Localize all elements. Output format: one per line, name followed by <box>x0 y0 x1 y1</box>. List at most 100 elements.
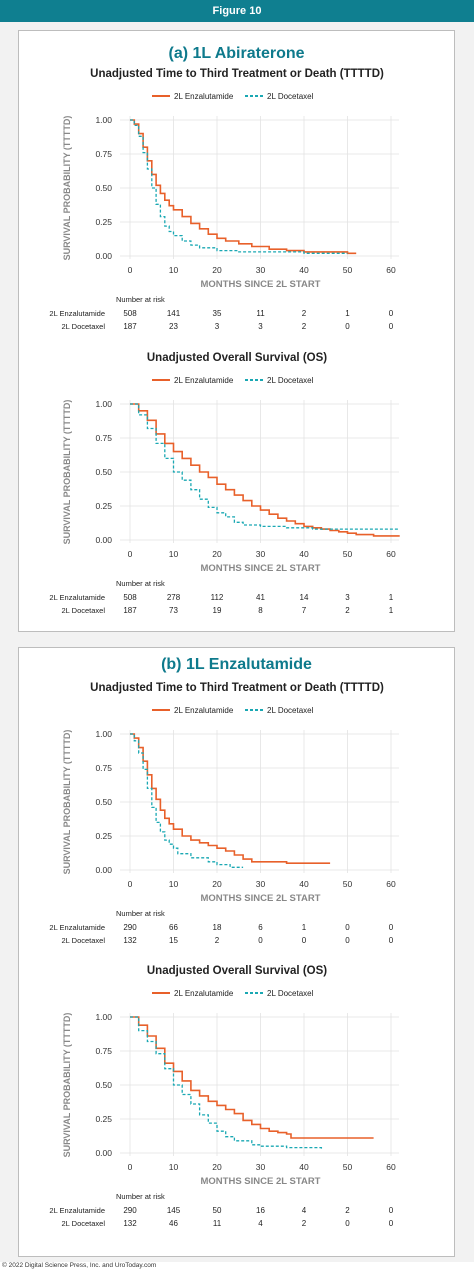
risk-value: 16 <box>256 1206 265 1215</box>
risk-value: 46 <box>169 1219 178 1228</box>
y-tick-label-3: 0.75 <box>95 433 112 443</box>
legend-label-1: 2L Docetaxel <box>267 706 314 715</box>
x-tick-label-3: 30 <box>256 265 266 275</box>
risk-table-heading: Number at risk <box>116 295 165 304</box>
chart-1-svg: 2L Enzalutamide 2L Docetaxel 0 10 20 30 40 50 60… <box>49 376 400 615</box>
y-tick-label-4: 1.00 <box>95 115 112 125</box>
x-tick-label-0: 0 <box>128 265 133 275</box>
y-tick-label-0: 0.00 <box>95 251 112 261</box>
risk-value: 4 <box>258 1219 263 1228</box>
y-tick-label-2: 0.50 <box>95 797 112 807</box>
y-tick-label-2: 0.50 <box>95 1080 112 1090</box>
x-tick-label-4: 40 <box>299 549 309 559</box>
risk-value: 1 <box>389 606 394 615</box>
x-tick-label-2: 20 <box>212 265 222 275</box>
risk-value: 112 <box>211 593 224 602</box>
x-tick-label-1: 10 <box>169 549 179 559</box>
x-axis-label: MONTHS SINCE 2L START <box>201 1176 321 1187</box>
y-tick-label-1: 0.25 <box>95 501 112 511</box>
risk-value: 145 <box>167 1206 181 1215</box>
risk-table-heading: Number at risk <box>116 909 165 918</box>
risk-value: 23 <box>169 322 178 331</box>
series-0-line <box>130 119 357 255</box>
chart-2-title: Unadjusted Time to Third Treatment or De… <box>90 682 384 694</box>
copyright-footer: © 2022 Digital Science Press, Inc. and U… <box>2 1262 157 1269</box>
legend-label-0: 2L Enzalutamide <box>174 92 234 101</box>
series-0-line <box>130 1016 374 1139</box>
y-tick-label-1: 0.25 <box>95 831 112 841</box>
legend-label-1: 2L Docetaxel <box>267 989 314 998</box>
x-axis-label: MONTHS SINCE 2L START <box>201 563 321 574</box>
y-tick-label-0: 0.00 <box>95 1148 112 1158</box>
y-tick-label-3: 0.75 <box>95 763 112 773</box>
risk-table-heading: Number at risk <box>116 1192 165 1201</box>
risk-value: 0 <box>258 936 263 945</box>
series-1-line <box>130 1016 323 1151</box>
risk-row-label-1: 2L Docetaxel <box>62 606 106 615</box>
x-axis-label: MONTHS SINCE 2L START <box>201 893 321 904</box>
y-tick-label-0: 0.00 <box>95 535 112 545</box>
y-tick-label-3: 0.75 <box>95 149 112 159</box>
chart-1-title: Unadjusted Overall Survival (OS) <box>146 352 328 364</box>
risk-value: 0 <box>345 322 350 331</box>
risk-value: 132 <box>123 936 137 945</box>
risk-value: 66 <box>169 923 178 932</box>
panel-b: (b) 1L Enzalutamide <box>18 647 455 1257</box>
chart-3-risk-table: Number at risk 2L Enzalutamide 290 145 50 16 4… <box>49 1192 393 1228</box>
chart-1-legend: 2L Enzalutamide 2L Docetaxel <box>152 376 314 385</box>
risk-value: 0 <box>389 309 394 318</box>
x-tick-label-5: 50 <box>343 265 353 275</box>
risk-value: 290 <box>123 923 137 932</box>
figure-title: Figure 10 <box>212 5 262 17</box>
risk-value: 35 <box>213 309 222 318</box>
series-0-line <box>130 403 400 537</box>
risk-value: 14 <box>300 593 309 602</box>
x-tick-label-5: 50 <box>343 549 353 559</box>
risk-value: 11 <box>213 1219 222 1228</box>
risk-value: 0 <box>345 923 350 932</box>
risk-value: 18 <box>213 923 222 932</box>
series-1-line <box>130 403 400 530</box>
legend-label-1: 2L Docetaxel <box>267 92 314 101</box>
risk-value: 187 <box>123 322 137 331</box>
x-tick-label-2: 20 <box>212 1162 222 1172</box>
y-axis-label: SURVIVAL PROBABILITY (TTTTD) <box>62 730 72 875</box>
x-tick-label-5: 50 <box>343 879 353 889</box>
risk-value: 508 <box>123 593 137 602</box>
risk-value: 41 <box>256 593 265 602</box>
risk-row-label-1: 2L Docetaxel <box>62 1219 106 1228</box>
x-tick-label-3: 30 <box>256 549 266 559</box>
figure-header: Figure 10 <box>0 0 474 22</box>
risk-value: 4 <box>302 1206 307 1215</box>
x-tick-label-4: 40 <box>299 879 309 889</box>
x-tick-label-5: 50 <box>343 1162 353 1172</box>
y-tick-label-2: 0.50 <box>95 467 112 477</box>
x-tick-label-4: 40 <box>299 1162 309 1172</box>
risk-value: 187 <box>123 606 137 615</box>
risk-value: 3 <box>345 593 350 602</box>
risk-value: 290 <box>123 1206 137 1215</box>
risk-value: 11 <box>256 309 265 318</box>
y-axis-label: SURVIVAL PROBABILITY (TTTTD) <box>62 400 72 545</box>
legend-label-0: 2L Enzalutamide <box>174 989 234 998</box>
risk-row-label-0: 2L Enzalutamide <box>49 309 105 318</box>
risk-value: 0 <box>389 936 394 945</box>
legend-label-0: 2L Enzalutamide <box>174 376 234 385</box>
x-tick-label-3: 30 <box>256 879 266 889</box>
y-tick-label-1: 0.25 <box>95 217 112 227</box>
chart-3-legend: 2L Enzalutamide 2L Docetaxel <box>152 989 314 998</box>
risk-row-label-1: 2L Docetaxel <box>62 322 106 331</box>
risk-row-label-0: 2L Enzalutamide <box>49 1206 105 1215</box>
x-tick-label-0: 0 <box>128 879 133 889</box>
chart-2-legend: 2L Enzalutamide 2L Docetaxel <box>152 706 314 715</box>
risk-value: 2 <box>302 1219 307 1228</box>
risk-value: 2 <box>302 309 307 318</box>
legend-label-1: 2L Docetaxel <box>267 376 314 385</box>
risk-row-label-0: 2L Enzalutamide <box>49 593 105 602</box>
y-tick-label-4: 1.00 <box>95 399 112 409</box>
risk-value: 132 <box>123 1219 137 1228</box>
risk-value: 2 <box>345 1206 350 1215</box>
